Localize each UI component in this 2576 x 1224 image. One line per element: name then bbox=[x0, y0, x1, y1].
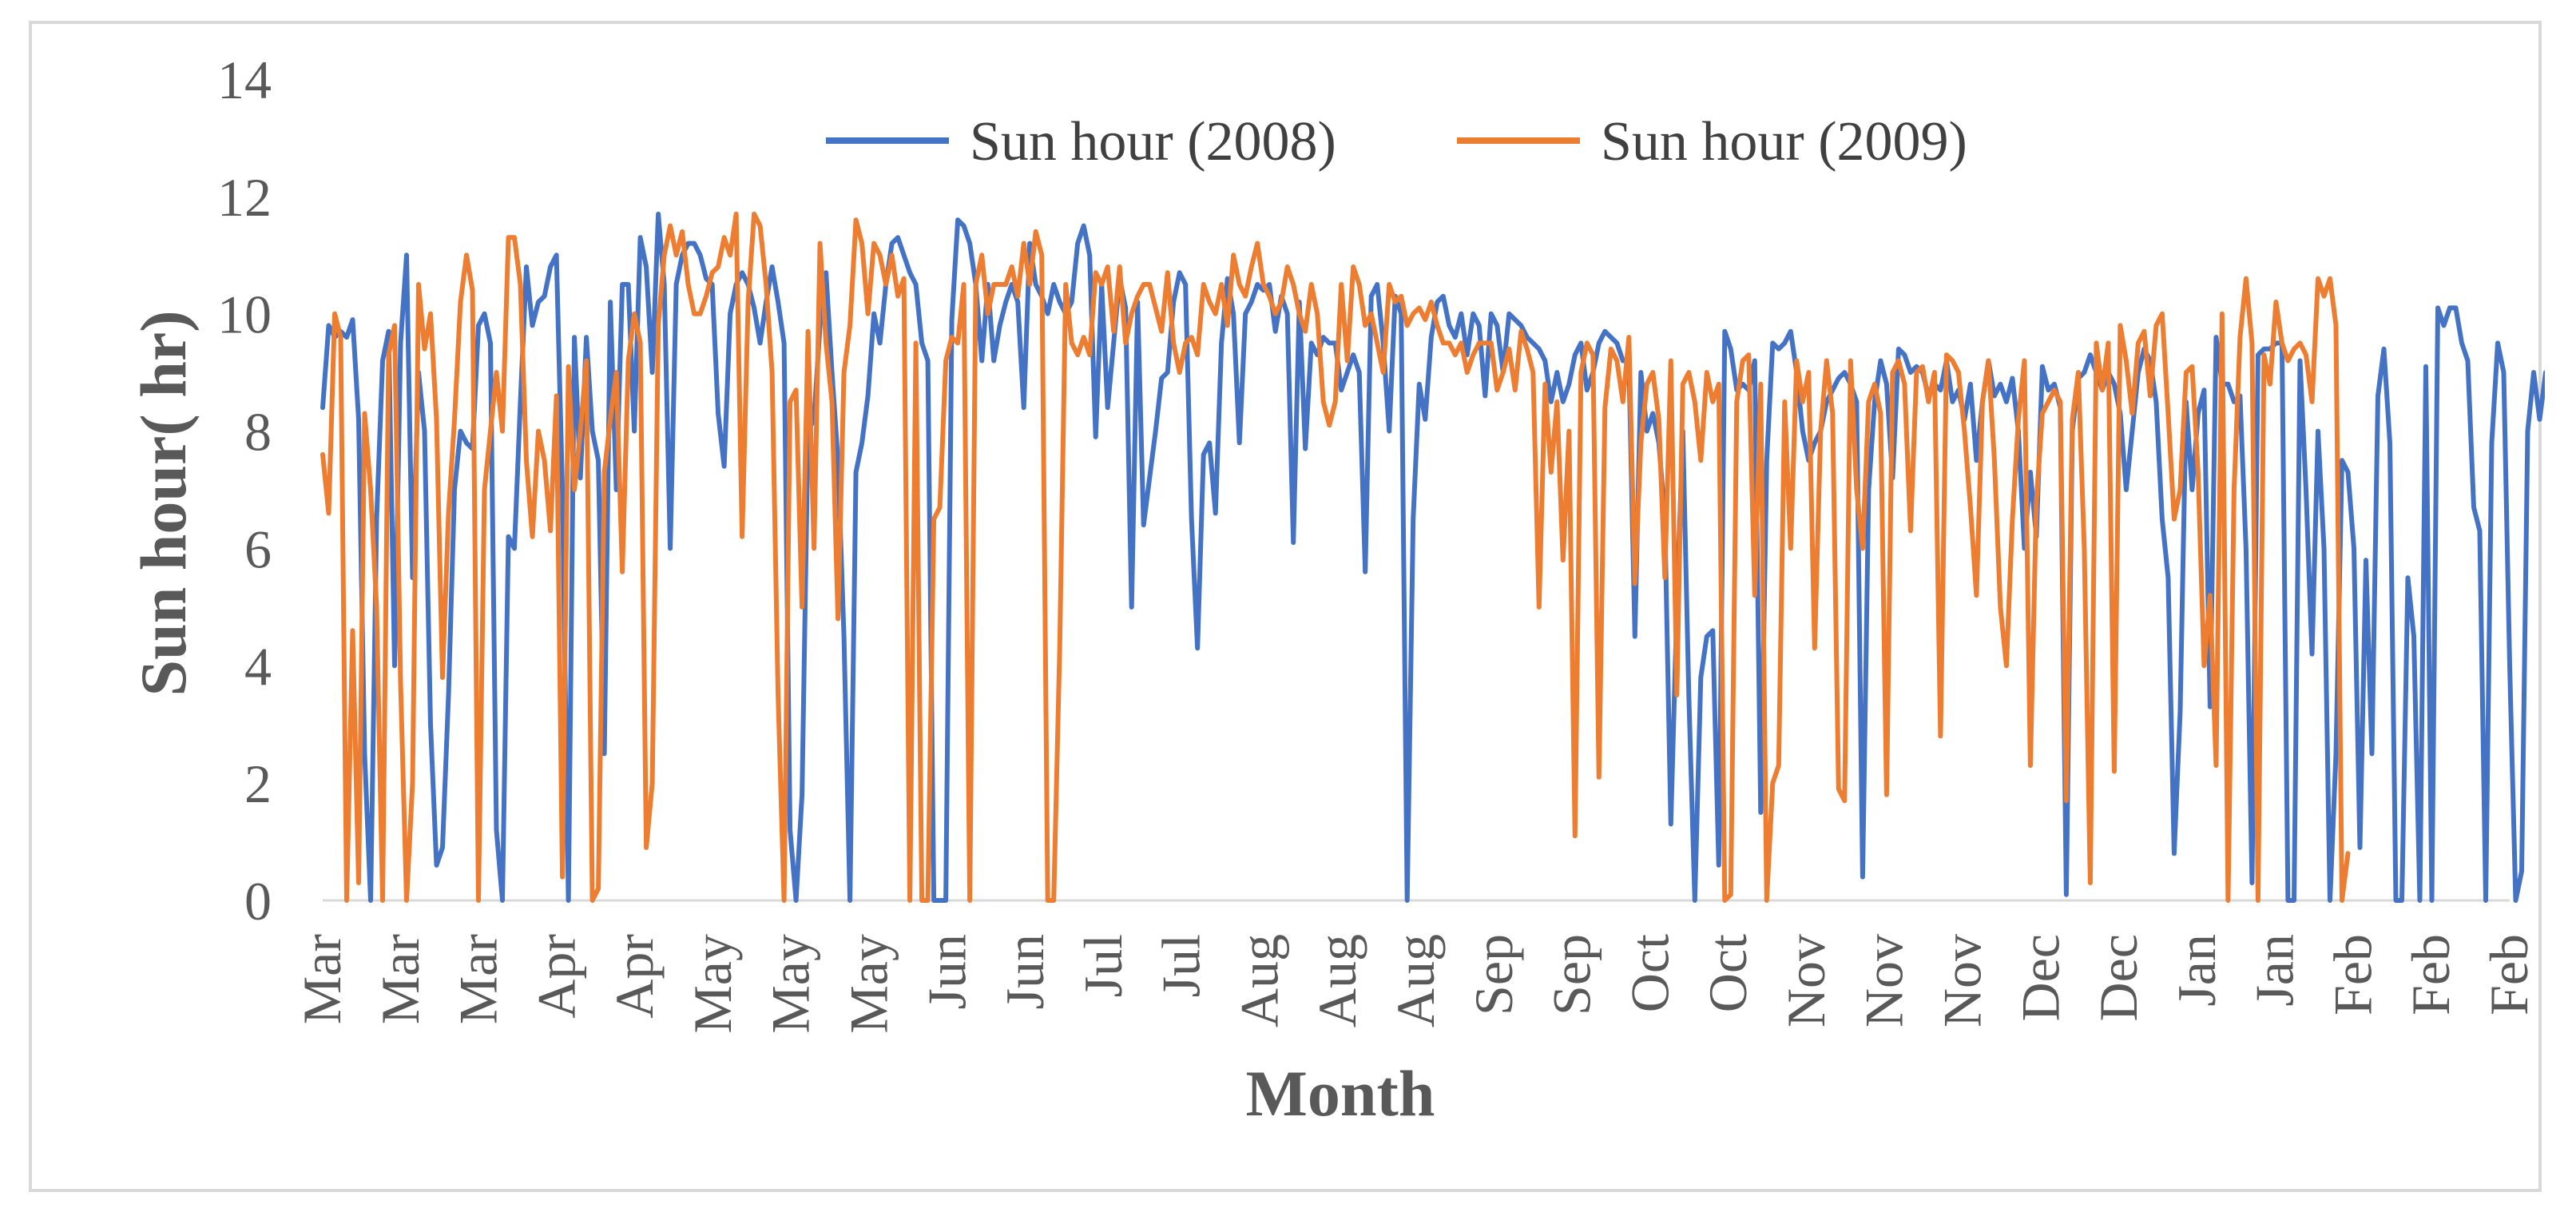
x-tick-label: Jan bbox=[2245, 934, 2305, 1007]
y-tick-label: 6 bbox=[244, 519, 272, 579]
x-tick-label: Feb bbox=[2400, 934, 2461, 1015]
x-tick-label: Nov bbox=[1854, 934, 1915, 1027]
y-tick-label: 4 bbox=[244, 636, 272, 697]
x-tick-label: Jan bbox=[2166, 934, 2227, 1007]
x-tick-label: Mar bbox=[370, 934, 431, 1025]
legend: Sun hour (2008) Sun hour (2009) bbox=[826, 111, 1967, 173]
x-tick-label: Feb bbox=[2322, 934, 2383, 1015]
x-tick-label: Aug bbox=[1385, 934, 1446, 1027]
y-tick-label: 8 bbox=[244, 402, 272, 463]
x-tick-label: Dec bbox=[2010, 934, 2070, 1021]
x-axis-title: Month bbox=[1246, 1057, 1435, 1130]
x-tick-label: Aug bbox=[1307, 934, 1367, 1027]
y-tick-label: 10 bbox=[217, 284, 272, 345]
x-tick-label: May bbox=[760, 934, 821, 1034]
x-tick-label: Feb bbox=[2479, 934, 2539, 1015]
x-tick-label: Oct bbox=[1619, 934, 1680, 1012]
y-axis-ticks: 0 2 4 6 8 10 12 14 bbox=[217, 50, 272, 932]
series-group bbox=[320, 211, 2545, 903]
line-chart: 0 2 4 6 8 10 12 14 Mar Mar Mar Apr Apr May May May Jun J… bbox=[127, 50, 2545, 1130]
x-tick-label: Apr bbox=[604, 934, 665, 1019]
x-tick-label: Apr bbox=[526, 934, 586, 1019]
x-tick-label: Mar bbox=[292, 934, 352, 1025]
x-tick-label: Sep bbox=[1463, 934, 1524, 1015]
chart-frame: 0 2 4 6 8 10 12 14 Mar Mar Mar Apr Apr May May May Jun J… bbox=[29, 21, 2545, 1192]
y-tick-label: 14 bbox=[217, 50, 272, 110]
y-tick-label: 12 bbox=[217, 167, 272, 228]
legend-label-2008: Sun hour (2008) bbox=[970, 111, 1336, 173]
x-tick-label: Nov bbox=[1932, 934, 1993, 1027]
x-tick-label: Aug bbox=[1228, 934, 1289, 1027]
x-tick-label: May bbox=[839, 934, 899, 1034]
x-tick-label: Dec bbox=[2088, 934, 2149, 1021]
x-tick-label: Jun bbox=[916, 934, 977, 1009]
series-line-2009 bbox=[320, 211, 2351, 903]
x-tick-label: Mar bbox=[448, 934, 509, 1025]
y-axis-title: Sun hour( hr) bbox=[127, 310, 200, 696]
x-tick-label: Nov bbox=[1776, 934, 1836, 1027]
y-tick-label: 0 bbox=[244, 871, 272, 932]
x-tick-label: May bbox=[682, 934, 743, 1034]
y-tick-label: 2 bbox=[244, 753, 272, 814]
x-tick-label: Jun bbox=[994, 934, 1055, 1009]
x-tick-label: Jul bbox=[1073, 934, 1133, 997]
x-tick-label: Oct bbox=[1697, 934, 1758, 1012]
x-tick-label: Sep bbox=[1542, 934, 1602, 1015]
x-axis-ticks: Mar Mar Mar Apr Apr May May May Jun Jun Jul Jul Aug A… bbox=[292, 934, 2539, 1034]
x-tick-label: Jul bbox=[1151, 934, 1212, 997]
legend-label-2009: Sun hour (2009) bbox=[1601, 111, 1967, 173]
